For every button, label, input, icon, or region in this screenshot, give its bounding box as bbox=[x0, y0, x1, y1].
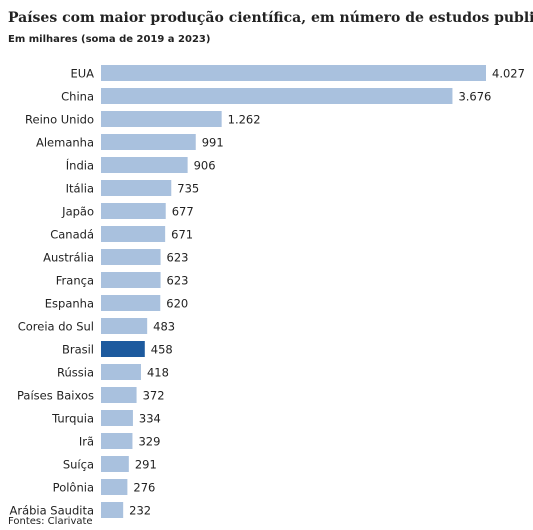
category-label: Reino Unido bbox=[25, 113, 94, 127]
value-label: 458 bbox=[151, 343, 173, 357]
category-label: Arábia Saudita bbox=[9, 504, 94, 518]
bar bbox=[101, 272, 161, 288]
bar bbox=[101, 111, 222, 127]
category-label: Índia bbox=[66, 158, 94, 173]
bar bbox=[101, 203, 166, 219]
bar bbox=[101, 180, 172, 196]
value-label: 4.027 bbox=[492, 67, 525, 81]
bar bbox=[101, 341, 145, 357]
category-label: Brasil bbox=[62, 343, 94, 357]
category-label: Países Baixos bbox=[17, 389, 94, 403]
category-label: Irã bbox=[79, 435, 94, 449]
category-label: Suíça bbox=[63, 458, 94, 472]
bar bbox=[101, 295, 161, 311]
category-label: Itália bbox=[66, 182, 94, 196]
value-label: 735 bbox=[177, 182, 199, 196]
category-label: Alemanha bbox=[36, 136, 94, 150]
category-label: EUA bbox=[70, 67, 94, 81]
value-label: 276 bbox=[133, 481, 155, 495]
bar bbox=[101, 226, 166, 242]
source: Fontes: Clarivate bbox=[8, 516, 93, 527]
chart-title: Países com maior produção científica, em… bbox=[8, 9, 533, 26]
bar bbox=[101, 88, 453, 104]
value-label: 620 bbox=[166, 297, 188, 311]
bar bbox=[101, 479, 128, 495]
value-label: 334 bbox=[139, 412, 161, 426]
category-label: Espanha bbox=[45, 297, 94, 311]
bar bbox=[101, 364, 141, 380]
category-label: Rússia bbox=[57, 366, 94, 380]
category-label: Canadá bbox=[50, 228, 94, 242]
category-label: França bbox=[56, 274, 94, 288]
value-label: 483 bbox=[153, 320, 175, 334]
value-label: 418 bbox=[147, 366, 169, 380]
chart-subtitle: Em milhares (soma de 2019 a 2023) bbox=[8, 34, 210, 45]
bar bbox=[101, 456, 129, 472]
value-label: 291 bbox=[135, 458, 157, 472]
bar bbox=[101, 410, 133, 426]
value-label: 623 bbox=[167, 274, 189, 288]
bar bbox=[101, 387, 137, 403]
value-label: 232 bbox=[129, 504, 151, 518]
bar bbox=[101, 502, 124, 518]
bar bbox=[101, 157, 188, 173]
value-label: 677 bbox=[172, 205, 194, 219]
bar bbox=[101, 433, 133, 449]
category-label: Polônia bbox=[53, 481, 94, 495]
value-label: 623 bbox=[167, 251, 189, 265]
value-label: 1.262 bbox=[228, 113, 261, 127]
value-label: 372 bbox=[143, 389, 165, 403]
bar bbox=[101, 134, 196, 150]
category-label: Coreia do Sul bbox=[18, 320, 94, 334]
value-label: 906 bbox=[194, 159, 216, 173]
category-label: Japão bbox=[61, 205, 94, 219]
category-label: Turquia bbox=[51, 412, 94, 426]
value-label: 3.676 bbox=[458, 90, 491, 104]
value-label: 671 bbox=[171, 228, 193, 242]
bar bbox=[101, 65, 486, 81]
value-label: 329 bbox=[138, 435, 160, 449]
bar bbox=[101, 318, 148, 334]
category-label: China bbox=[61, 90, 94, 104]
value-label: 991 bbox=[202, 136, 224, 150]
bar bbox=[101, 249, 161, 265]
category-label: Austrália bbox=[43, 251, 94, 265]
